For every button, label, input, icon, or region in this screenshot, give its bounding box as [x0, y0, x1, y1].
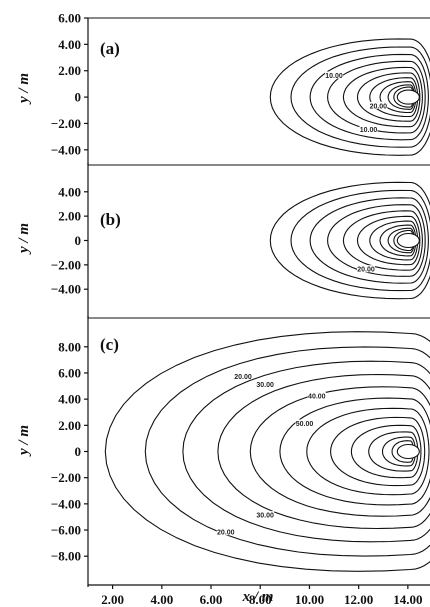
- contour-level-label: 20.00: [234, 374, 252, 381]
- panel-c-contours: [104, 331, 430, 572]
- panel-c-ytick-label: −6.00: [51, 523, 81, 538]
- panel-c-ytick-label: −2.00: [51, 470, 81, 485]
- panel-c-ytick-label: −4.00: [51, 496, 81, 511]
- panel-b-ytick-label: −4.00: [51, 282, 81, 297]
- contour-line: [249, 386, 430, 517]
- contour-level-label: 30.00: [256, 382, 274, 389]
- contour-label-bg: [256, 380, 275, 388]
- contour-line: [379, 224, 417, 257]
- xtick-label: 2.00: [101, 592, 124, 607]
- contour-label-bg: [357, 265, 376, 273]
- xtick-label: 12.00: [344, 592, 373, 607]
- contour-line: [387, 84, 415, 110]
- panel-c-label: (c): [100, 335, 119, 354]
- panel-b-ytick-label: −2.00: [51, 257, 81, 272]
- xtick-label: 4.00: [150, 592, 173, 607]
- xtick-label: 8.00: [249, 592, 272, 607]
- panel-a: (a) y / m 6.00 4.00 2.00 0 −2.00 −4.00 10.00 20…: [16, 11, 430, 165]
- contour-level-label: 30.00: [256, 513, 274, 520]
- contour-line: [342, 66, 423, 128]
- panel-b-contours: [269, 181, 430, 300]
- contour-line: [309, 53, 429, 141]
- contour-label-bg: [307, 392, 326, 400]
- contour-level-label: 20.00: [357, 267, 375, 274]
- contour-line: [369, 77, 419, 118]
- contour-line: [387, 227, 415, 254]
- contour-line: [393, 229, 414, 252]
- contour-label-bg: [295, 419, 314, 427]
- source-core-contour: [396, 443, 420, 460]
- contour-line: [279, 397, 430, 506]
- panel-c: (c) y / m x / m 8.00 6.00 4.00 2.00 0 −2.00 −4…: [16, 316, 430, 607]
- contour-line: [391, 440, 415, 463]
- panel-c-ytick-label: 6.00: [58, 365, 81, 380]
- panel-a-ytick-label: 4.00: [58, 37, 81, 52]
- contour-line: [182, 360, 430, 543]
- panel-b-ylabel: y / m: [16, 223, 32, 255]
- contour-line: [381, 436, 416, 467]
- contour-line: [368, 431, 419, 472]
- xtick-label: 14.00: [393, 592, 422, 607]
- contour-line: [356, 215, 421, 266]
- contour-line: [327, 204, 426, 277]
- panel-a-label: (a): [100, 39, 120, 58]
- xtick-label: 10.00: [295, 592, 324, 607]
- panel-b-label: (b): [100, 210, 121, 229]
- panel-c-ytick-label: 8.00: [58, 339, 81, 354]
- contour-line: [330, 416, 426, 487]
- panel-c-ytick-label: −8.00: [51, 549, 81, 564]
- contour-line: [379, 81, 417, 114]
- panel-b-ytick-label: 2.00: [58, 209, 81, 224]
- x-axis-label: x / m: [242, 589, 274, 605]
- panel-a-contours: [269, 38, 430, 156]
- contour-line: [104, 331, 430, 572]
- contour-label-bg: [359, 125, 378, 133]
- panel-b: (b) y / m 4.00 2.00 0 −2.00 −4.00 20.00: [16, 163, 430, 318]
- contour-label-bg: [325, 71, 344, 79]
- panel-c-ytick-label: 0: [75, 444, 82, 459]
- contour-line: [309, 197, 429, 284]
- panel-c-ytick-label: 2.00: [58, 418, 81, 433]
- contour-line: [217, 373, 430, 530]
- contour-line: [356, 72, 421, 122]
- source-core-contour: [396, 232, 420, 249]
- contour-line: [269, 38, 430, 156]
- contour-line: [144, 346, 430, 557]
- contour-level-label: 40.00: [308, 394, 326, 401]
- contour-line: [342, 210, 423, 271]
- contour-line: [290, 46, 430, 148]
- contour-line: [269, 181, 430, 300]
- source-core-contour: [396, 89, 420, 105]
- panel-a-ytick-label: −2.00: [51, 116, 81, 131]
- contour-line: [369, 220, 419, 261]
- xtick-label: 6.00: [200, 592, 223, 607]
- contour-label-bg: [216, 528, 235, 536]
- contour-line: [327, 60, 426, 134]
- panel-b-ytick-label: 0: [75, 233, 82, 248]
- panel-c-ytick-label: 4.00: [58, 392, 81, 407]
- panel-a-ytick-label: 6.00: [58, 11, 81, 26]
- panel-c-ylabel: y / m: [16, 425, 32, 457]
- panel-a-ylabel: y / m: [16, 73, 32, 105]
- contour-label-bg: [369, 101, 388, 109]
- panel-a-ytick-label: 0: [75, 90, 82, 105]
- contour-line: [306, 407, 430, 496]
- panel-a-ytick-label: 2.00: [58, 63, 81, 78]
- contour-label-bg: [234, 372, 253, 380]
- contour-line: [290, 189, 430, 292]
- panel-b-ytick-label: 4.00: [58, 184, 81, 199]
- contour-line: [393, 86, 414, 108]
- contour-level-label: 50.00: [296, 421, 314, 428]
- contour-level-label: 20.00: [370, 103, 388, 110]
- contour-level-label: 20.00: [217, 530, 235, 537]
- contour-level-label: 10.00: [360, 127, 378, 134]
- contour-line: [350, 424, 422, 479]
- contour-level-label: 10.00: [325, 73, 343, 80]
- panel-a-ytick-label: −4.00: [51, 142, 81, 157]
- contour-label-bg: [256, 511, 275, 519]
